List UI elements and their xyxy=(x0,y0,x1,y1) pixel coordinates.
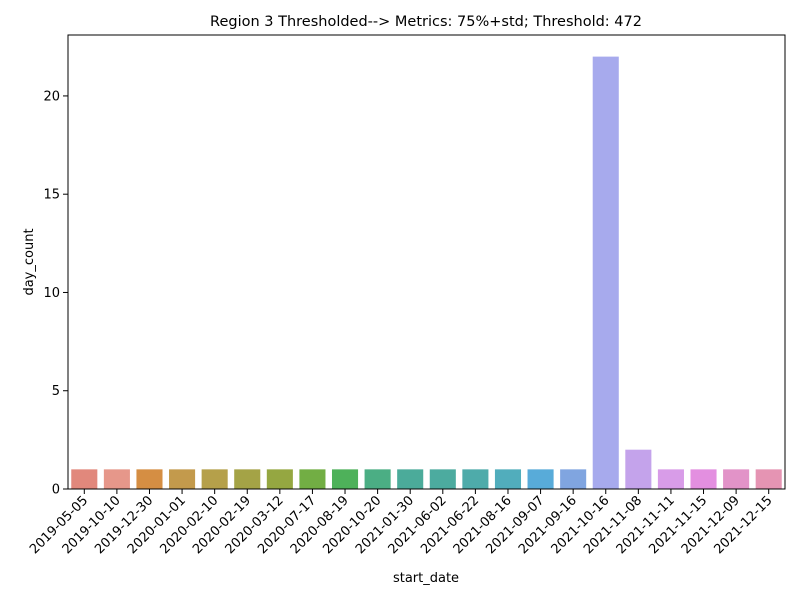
bar-2019-12-30 xyxy=(136,469,163,489)
x-axis-ticks: 2019-05-052019-10-102019-12-302020-01-01… xyxy=(27,489,776,557)
bar-2021-09-07 xyxy=(527,469,554,489)
y-axis-label: day_count xyxy=(22,228,37,295)
bar-2020-03-12 xyxy=(266,469,293,489)
bar-2020-10-20 xyxy=(364,469,391,489)
bar-2020-08-19 xyxy=(331,469,359,489)
bar-2021-08-16 xyxy=(494,469,522,489)
chart-title: Region 3 Thresholded--> Metrics: 75%+std… xyxy=(210,14,642,30)
bar-2019-10-10 xyxy=(103,469,130,489)
y-tick-label: 10 xyxy=(43,286,60,301)
y-tick-label: 5 xyxy=(52,384,60,399)
bar-2020-01-01 xyxy=(169,469,196,489)
bar-2019-05-05 xyxy=(71,469,98,489)
y-tick-label: 15 xyxy=(43,188,60,203)
bar-2021-10-16 xyxy=(592,56,619,489)
y-tick-label: 20 xyxy=(43,89,60,104)
bar-2020-07-17 xyxy=(299,469,326,489)
bar-2021-09-16 xyxy=(560,469,587,489)
bar-2021-11-08 xyxy=(625,449,652,489)
bar-2020-02-10 xyxy=(201,469,228,489)
bars-group xyxy=(71,56,782,489)
bar-2021-11-15 xyxy=(690,469,717,489)
bar-2021-12-09 xyxy=(723,469,750,489)
bar-2021-06-22 xyxy=(462,469,489,489)
bar-2021-06-02 xyxy=(429,469,456,489)
x-axis-label: start_date xyxy=(393,571,459,586)
y-tick-label: 0 xyxy=(52,483,60,498)
bar-2020-02-19 xyxy=(234,469,261,489)
y-axis-ticks: 0 5 10 15 20 xyxy=(43,89,68,498)
bar-2021-12-15 xyxy=(755,469,782,489)
bar-2021-01-30 xyxy=(397,469,424,489)
plot-frame xyxy=(67,34,786,490)
bar-2021-11-11 xyxy=(657,469,684,489)
